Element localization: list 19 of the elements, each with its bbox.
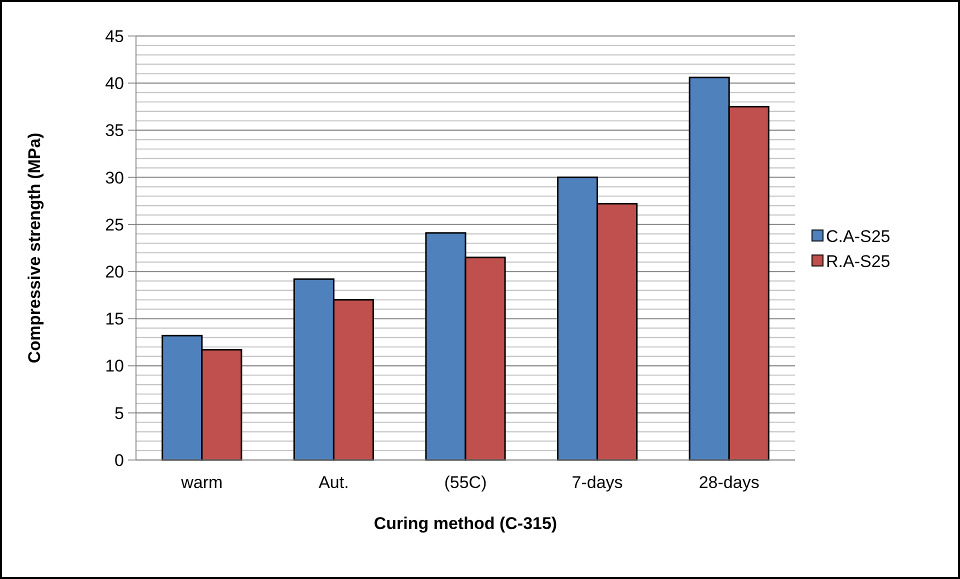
y-tick-label: 25 [105,215,124,234]
y-tick-label: 40 [105,74,124,94]
y-tick-label: 35 [105,121,124,140]
x-tick-label: warm [180,473,223,492]
y-tick-label: 5 [114,404,124,423]
y-tick-label: 15 [105,310,124,329]
x-axis-title: Curing method (C-315) [374,514,558,533]
x-tick-label: Aut. [318,473,349,492]
x-tick-label: (55C) [444,473,487,492]
y-tick-label: 20 [105,262,124,282]
y-tick-label: 45 [105,26,124,46]
x-tick-label: 28-days [698,473,760,492]
legend-label: C.A-S25 [826,226,890,246]
y-axis-title: Compressive strength (MPa) [25,132,44,364]
legend-label: R.A-S25 [826,252,890,271]
y-tick-label: 30 [105,168,124,188]
y-tick-label: 0 [114,450,124,470]
y-tick-label: 10 [105,356,124,376]
x-tick-label: 7-days [572,473,623,492]
